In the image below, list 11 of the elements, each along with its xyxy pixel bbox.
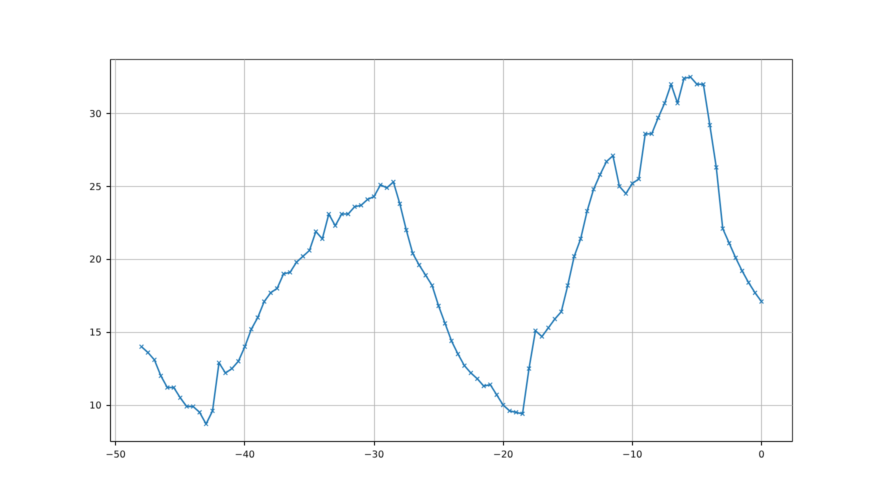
x-tick-label: 0 [758, 450, 765, 460]
y-tick-label: 25 [89, 182, 102, 193]
y-tick-label: 10 [89, 400, 102, 412]
x-tick-label: −30 [364, 450, 384, 460]
x-tick-label: −40 [234, 450, 255, 460]
y-tick-label: 20 [89, 254, 102, 266]
x-tick-label: −20 [493, 450, 514, 460]
x-tick-label: −50 [106, 450, 126, 460]
y-tick-label: 30 [89, 108, 102, 120]
y-tick-label: 15 [89, 328, 102, 339]
x-tick-label: −10 [622, 450, 642, 460]
